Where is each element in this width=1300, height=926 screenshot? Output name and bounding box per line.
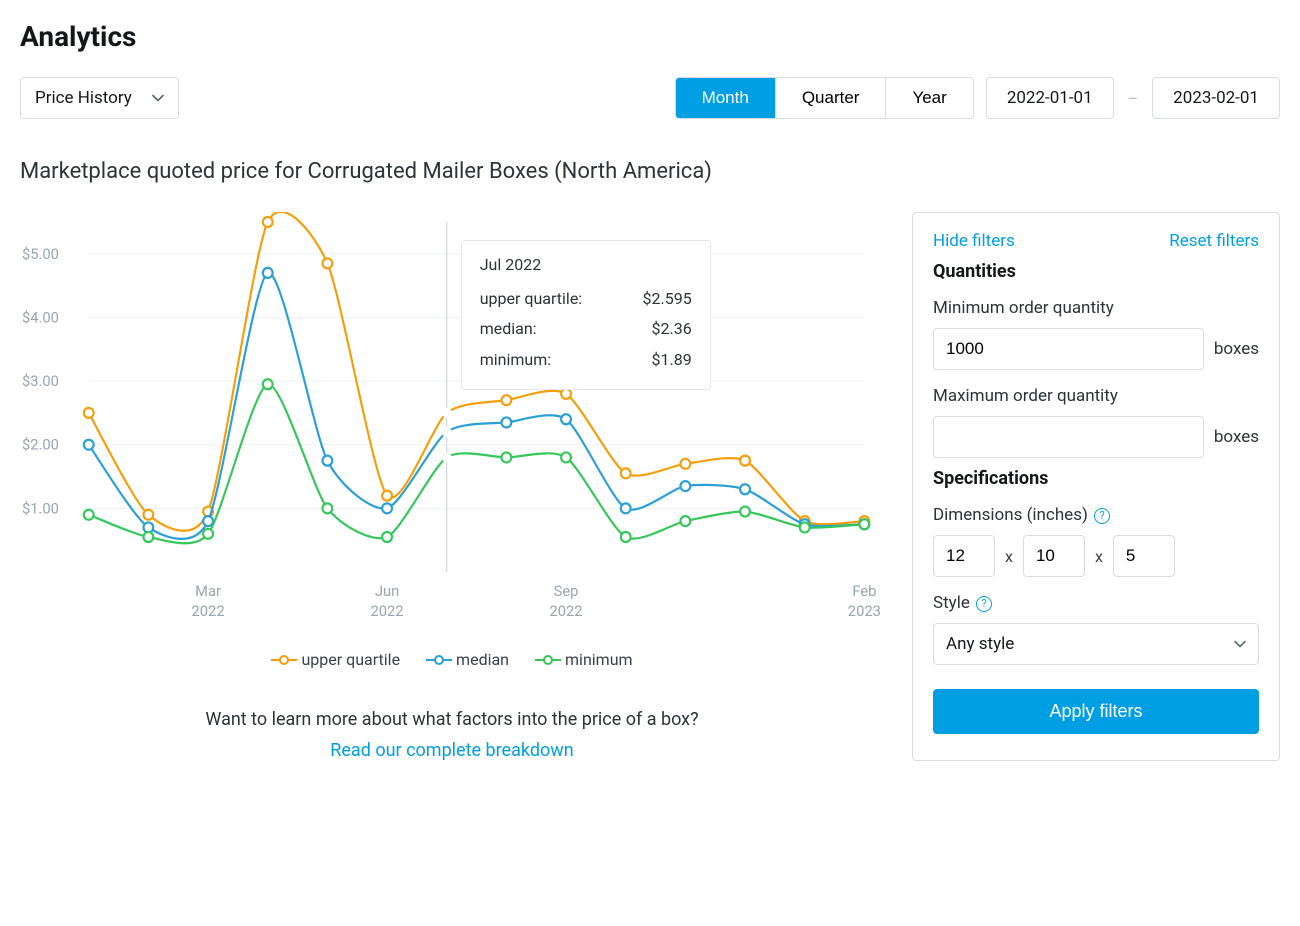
svg-text:$4.00: $4.00 — [22, 308, 59, 326]
filters-panel: Hide filters Reset filters Quantities Mi… — [912, 212, 1280, 761]
dim-width-input[interactable] — [1023, 535, 1085, 577]
analytics-mode-label: Price History — [35, 88, 132, 108]
min-qty-unit: boxes — [1214, 339, 1259, 359]
svg-text:Mar: Mar — [195, 582, 221, 600]
max-qty-input[interactable] — [933, 416, 1204, 458]
tooltip-row: median:$2.36 — [480, 314, 692, 344]
min-qty-label: Minimum order quantity — [933, 298, 1259, 318]
dim-height-input[interactable] — [1113, 535, 1175, 577]
dimensions-label: Dimensions (inches) ? — [933, 505, 1259, 525]
style-select[interactable]: Any style — [933, 623, 1259, 665]
date-range-separator: – — [1126, 89, 1141, 108]
svg-text:2022: 2022 — [549, 602, 582, 620]
date-from-input[interactable]: 2022-01-01 — [986, 77, 1114, 119]
svg-text:Sep: Sep — [554, 582, 579, 600]
specs-heading: Specifications — [933, 468, 1259, 489]
svg-text:2022: 2022 — [192, 602, 225, 620]
chart-title: Marketplace quoted price for Corrugated … — [20, 159, 1280, 184]
legend-item: minimum — [535, 650, 633, 669]
toolbar: Price History MonthQuarterYear 2022-01-0… — [20, 77, 1280, 119]
page-title: Analytics — [20, 20, 1280, 53]
svg-text:$3.00: $3.00 — [22, 372, 59, 390]
svg-text:$1.00: $1.00 — [22, 499, 59, 517]
min-qty-input[interactable] — [933, 328, 1204, 370]
cta-text: Want to learn more about what factors in… — [20, 709, 884, 730]
quantities-heading: Quantities — [933, 261, 1259, 282]
style-label: Style ? — [933, 593, 1259, 613]
analytics-mode-select[interactable]: Price History — [20, 77, 179, 119]
help-icon[interactable]: ? — [1094, 508, 1110, 524]
chart-legend: upper quartile median minimum — [20, 650, 884, 669]
tooltip-row: upper quartile:$2.595 — [480, 284, 692, 314]
svg-text:$2.00: $2.00 — [22, 436, 59, 454]
max-qty-unit: boxes — [1214, 427, 1259, 447]
period-year-button[interactable]: Year — [886, 78, 972, 118]
price-history-chart[interactable]: $1.00 $2.00 $3.00 $4.00 $5.00 Mar 2022 Jun 2022 S… — [20, 212, 884, 642]
dim-separator: x — [1005, 547, 1013, 566]
legend-item: median — [426, 650, 509, 669]
hide-filters-link[interactable]: Hide filters — [933, 231, 1015, 251]
max-qty-label: Maximum order quantity — [933, 386, 1259, 406]
help-icon[interactable]: ? — [976, 596, 992, 612]
date-to-input[interactable]: 2023-02-01 — [1152, 77, 1280, 119]
tooltip-row: minimum:$1.89 — [480, 345, 692, 375]
reset-filters-link[interactable]: Reset filters — [1169, 231, 1259, 251]
dim-separator: x — [1095, 547, 1103, 566]
period-segmented-control: MonthQuarterYear — [675, 77, 974, 119]
svg-text:Jun: Jun — [375, 582, 399, 600]
period-quarter-button[interactable]: Quarter — [776, 78, 887, 118]
style-value: Any style — [946, 634, 1014, 654]
svg-text:2023: 2023 — [848, 602, 881, 620]
chevron-down-icon — [152, 92, 164, 104]
svg-text:Feb: Feb — [852, 582, 876, 600]
legend-item: upper quartile — [271, 650, 400, 669]
cta-link[interactable]: Read our complete breakdown — [330, 740, 573, 761]
period-month-button[interactable]: Month — [676, 78, 776, 118]
chart-tooltip: Jul 2022 upper quartile:$2.595median:$2.… — [461, 240, 711, 390]
chevron-down-icon — [1234, 638, 1246, 650]
svg-text:$5.00: $5.00 — [22, 245, 59, 263]
svg-text:2022: 2022 — [370, 602, 403, 620]
dim-length-input[interactable] — [933, 535, 995, 577]
tooltip-title: Jul 2022 — [480, 255, 692, 274]
apply-filters-button[interactable]: Apply filters — [933, 689, 1259, 734]
